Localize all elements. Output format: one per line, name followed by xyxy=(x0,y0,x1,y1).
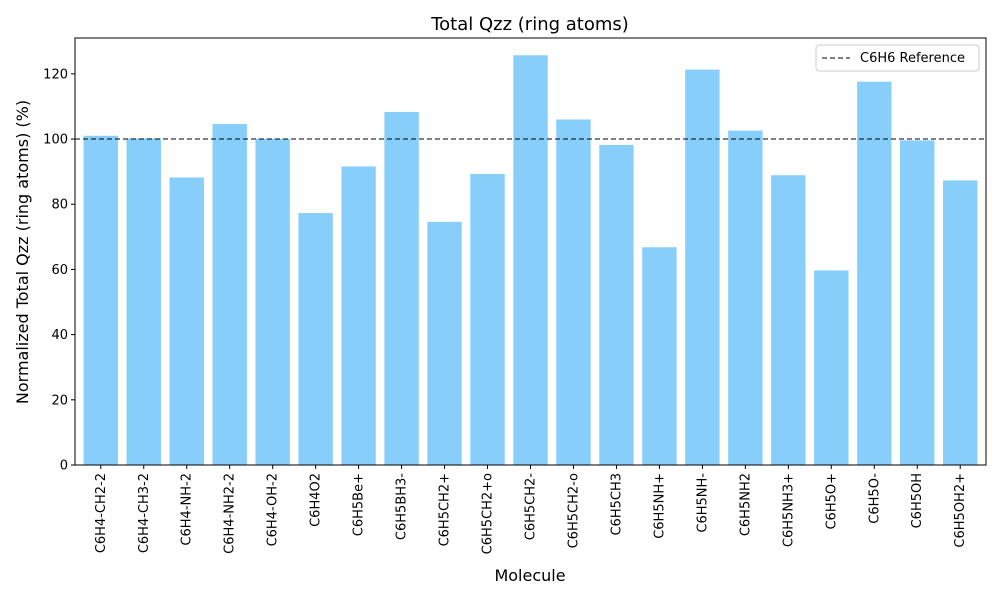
x-tick-label: C6H5BH3- xyxy=(395,473,410,540)
y-tick-label: 0 xyxy=(60,459,68,474)
bar xyxy=(857,81,892,466)
x-tick-label: C6H5NH2 xyxy=(738,473,753,536)
bar xyxy=(427,221,462,465)
x-tick-label: C6H4O2 xyxy=(309,473,324,527)
bar xyxy=(642,247,677,465)
x-tick-label: C6H5O+ xyxy=(824,473,839,530)
bar xyxy=(513,55,548,465)
bars-group xyxy=(83,55,978,466)
bar xyxy=(900,140,935,466)
y-axis-ticks: 0 20 40 60 80 100 120 xyxy=(43,67,75,474)
legend: C6H6 Reference xyxy=(815,44,980,72)
x-axis-label: Molecule xyxy=(494,566,565,585)
x-tick-label: C6H5NH+ xyxy=(652,473,667,539)
x-axis-ticks: C6H4-CH2-2 C6H4-CH3-2 C6H4-NH-2 C6H4-NH2-2 C… xyxy=(94,465,968,554)
bar xyxy=(728,130,763,466)
y-axis-label: Normalized Total Qzz (ring atoms) (%) xyxy=(13,100,32,404)
x-tick-label: C6H5CH3 xyxy=(609,473,624,536)
x-tick-label: C6H5CH2+ xyxy=(438,473,453,546)
bar xyxy=(169,177,204,465)
bar xyxy=(685,69,720,465)
x-tick-label: C6H4-CH3-2 xyxy=(137,473,152,553)
x-tick-label: C6H4-CH2-2 xyxy=(94,473,109,553)
x-tick-label: C6H5O- xyxy=(867,473,882,524)
y-tick-label: 80 xyxy=(51,198,68,213)
bar xyxy=(126,138,161,465)
x-tick-label: C6H5NH- xyxy=(695,473,710,533)
bar xyxy=(255,138,290,465)
y-tick-label: 20 xyxy=(51,393,68,408)
bar xyxy=(341,166,376,465)
chart-title: Total Qzz (ring atoms) xyxy=(430,14,629,35)
bar xyxy=(83,135,118,465)
bar xyxy=(771,175,806,465)
x-tick-label: C6H5Be+ xyxy=(352,473,367,536)
legend-label: C6H6 Reference xyxy=(860,51,965,66)
x-tick-label: C6H5CH2+o xyxy=(481,473,496,554)
x-tick-label: C6H5OH2+ xyxy=(953,473,968,548)
y-tick-label: 120 xyxy=(43,67,68,82)
x-tick-label: C6H5CH2- xyxy=(524,473,539,541)
bar xyxy=(212,124,247,465)
bar xyxy=(298,213,333,465)
y-tick-label: 100 xyxy=(43,133,68,148)
x-tick-label: C6H4-OH-2 xyxy=(266,473,281,546)
bar xyxy=(556,119,591,465)
x-tick-label: C6H5OH xyxy=(910,473,925,528)
bar xyxy=(384,111,419,465)
y-tick-label: 60 xyxy=(51,263,68,278)
x-tick-label: C6H5NH3+ xyxy=(781,473,796,547)
bar xyxy=(470,173,505,465)
x-tick-label: C6H4-NH2-2 xyxy=(223,473,238,554)
bar xyxy=(943,180,978,465)
x-tick-label: C6H4-NH-2 xyxy=(180,473,195,546)
x-tick-label: C6H5CH2-o xyxy=(566,473,581,548)
bar xyxy=(599,144,634,466)
legend-box xyxy=(815,44,980,72)
y-tick-label: 40 xyxy=(51,328,68,343)
bar xyxy=(814,270,849,465)
